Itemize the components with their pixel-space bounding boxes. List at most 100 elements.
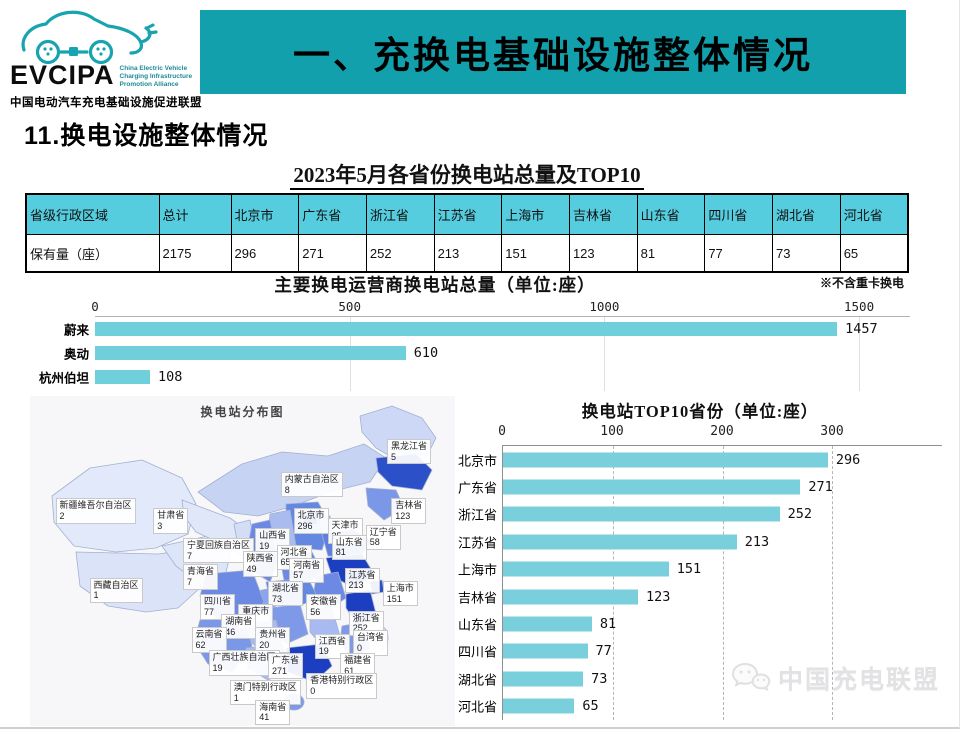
bar-category-label: 浙江省 <box>457 507 497 523</box>
map-region-name: 浙江省 <box>352 612 380 623</box>
table-header-cell: 湖北省 <box>772 193 841 235</box>
map-region-name: 广西壮族自治区 <box>212 652 276 663</box>
table-value-cell: 77 <box>704 234 773 273</box>
map-region-value: 73 <box>272 593 283 604</box>
section-heading: 11.换电设施整体情况 <box>24 122 269 150</box>
map-region-label: 新疆维吾尔自治区 2 <box>55 498 136 524</box>
table-value-cell: 81 <box>636 234 706 273</box>
map-region-value: 151 <box>386 593 402 604</box>
gridline <box>832 446 834 720</box>
operators-chart-note: ※不含重卡换电 <box>819 276 904 290</box>
map-region-name: 青海省 <box>187 566 215 577</box>
map-region-name: 新疆维吾尔自治区 <box>59 500 132 511</box>
map-region-value: 296 <box>297 520 313 531</box>
table-value-cell: 271 <box>298 234 367 273</box>
map-region-name: 安徽省 <box>310 596 338 606</box>
map-region-value: 61 <box>344 666 355 677</box>
map-region-name: 西藏自治区 <box>93 579 139 590</box>
bar-value-label: 271 <box>808 479 833 496</box>
map-region-label: 西藏自治区 1 <box>89 577 143 604</box>
map-region-name: 北京市 <box>297 510 325 521</box>
bar-category-label: 湖北省 <box>457 672 497 688</box>
table-value-cell: 2175 <box>158 234 232 273</box>
table-header-cell: 四川省 <box>704 193 773 235</box>
bar-value-label: 77 <box>595 643 612 660</box>
map-region-label: 吉林省 123 <box>391 498 427 524</box>
bar-value-label: 610 <box>413 345 439 361</box>
map-region-name: 海南省 <box>259 701 287 712</box>
bar-category-label: 吉林省 <box>457 590 497 606</box>
map-region-name: 黑龙江省 <box>391 440 428 451</box>
map-region-value: 57 <box>293 570 304 581</box>
map-region-name: 广东省 <box>272 655 300 666</box>
table-row-label: 保有量（座） <box>25 234 160 273</box>
bar-row: 上海市 151 <box>458 556 942 583</box>
bar-row: 广东省 271 <box>458 473 942 500</box>
bar-value-label: 1457 <box>845 321 878 337</box>
bar-category-label: 北京市 <box>457 453 497 469</box>
map-region-label: 广西壮族自治区 19 <box>208 650 280 676</box>
table-header-cell: 广东省 <box>298 193 367 235</box>
x-axis-ticks: 0 500 1000 1500 <box>91 299 910 316</box>
map-region-name: 河南省 <box>293 559 321 570</box>
table-value-cell: 213 <box>433 234 503 273</box>
bar-row: 奥动 610 <box>64 341 910 365</box>
bar-value-label: 296 <box>835 451 861 468</box>
bar-category-label: 奥动 <box>63 347 89 362</box>
map-region-label: 台湾省 0 <box>353 630 389 656</box>
tagline-line: Promotion Alliance <box>119 81 179 89</box>
map-region-value: 19 <box>259 540 270 551</box>
bar <box>95 370 150 384</box>
bar <box>503 534 737 550</box>
map-region-value: 0 <box>310 685 316 696</box>
ev-car-charging-icon <box>21 10 158 64</box>
map-region-value: 77 <box>204 606 215 617</box>
map-region-name: 湖北省 <box>272 582 300 593</box>
watermark-text: 中国充电联盟 <box>778 666 941 694</box>
bar-value-label: 252 <box>787 506 812 523</box>
bar-row: 杭州伯坦 108 <box>39 365 910 389</box>
logo-chinese-name: 中国电动汽车充电基础设施促进联盟 <box>10 97 202 109</box>
bar-row: 四川省 77 <box>458 638 942 665</box>
map-region-value: 2 <box>59 511 65 522</box>
map-region-value: 49 <box>246 563 257 574</box>
map-region-name: 陕西省 <box>246 553 274 564</box>
map-region-label: 河南省 57 <box>289 557 325 584</box>
bar <box>503 506 780 522</box>
map-region-value: 58 <box>369 537 380 548</box>
map-region-value: 19 <box>318 646 329 657</box>
map-region-name: 湖南省 <box>225 615 253 626</box>
top10-chart-title: 换电站TOP10省份（单位:座） <box>581 402 819 421</box>
map-region-label: 山东省 81 <box>331 534 367 561</box>
tagline-line: China Electric Vehicle <box>119 65 188 72</box>
bar-row: 湖北省 73 <box>458 665 942 692</box>
map-region-value: 252 <box>352 623 368 634</box>
plot-area: 蔚来 1457 奥动 610 杭州伯坦 108 <box>39 316 910 391</box>
map-region-value: 1 <box>233 692 239 703</box>
table-header-cell: 浙江省 <box>365 193 435 235</box>
map-region-label: 黑龙江省 5 <box>387 438 432 465</box>
wechat-watermark: 中国充电联盟 <box>730 660 940 696</box>
table-title-text: 2023年5月各省份换电站总量及TOP10 <box>290 163 644 190</box>
table-value-cell: 296 <box>230 234 300 273</box>
map-region-value: 65 <box>280 557 291 568</box>
axis-tick-label: 0 <box>91 299 99 314</box>
logo-acronym: EVCIPA <box>10 60 115 90</box>
bar-row: 浙江省 252 <box>458 501 942 528</box>
map-region-value: 46 <box>225 626 236 637</box>
map-region-label: 江苏省 213 <box>344 567 380 594</box>
map-region-value: 62 <box>195 639 206 650</box>
banner-title: 一、充换电基础设施整体情况 <box>200 10 906 94</box>
axis-tick-label: 500 <box>338 299 361 314</box>
axis-tick-label: 100 <box>600 424 624 439</box>
map-region-name: 上海市 <box>386 582 414 593</box>
bar <box>503 561 669 577</box>
map-region-name: 香港特别行政区 <box>310 675 374 686</box>
gridline <box>604 317 606 391</box>
gridline <box>722 446 724 720</box>
map-region-name: 贵州省 <box>259 629 287 639</box>
bar-value-label: 73 <box>591 670 608 687</box>
map-region-name: 天津市 <box>331 520 359 531</box>
table-header-cell: 上海市 <box>501 193 570 235</box>
province-summary-table: 省级行政区域 总计 北京市 广东省 浙江省 江苏省 上海市 吉林省 山东省 四川省 湖北省 河北省 保… <box>25 193 909 273</box>
